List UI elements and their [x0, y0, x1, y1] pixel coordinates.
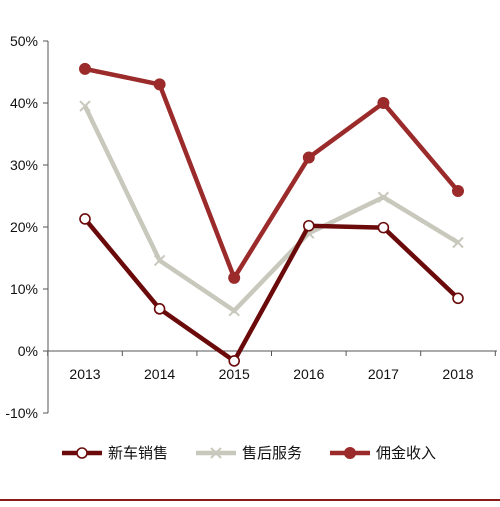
data-point	[79, 100, 91, 112]
legend-label: 售后服务	[242, 445, 302, 462]
data-point	[377, 97, 390, 109]
x-tick-label: 2015	[219, 366, 250, 382]
y-tick-label: 30%	[10, 157, 38, 173]
x-tick-label: 2016	[293, 366, 324, 382]
series-layer	[79, 62, 464, 367]
legend-item: 新车销售	[62, 445, 168, 462]
legend-marker	[344, 447, 356, 459]
y-tick-label: 0%	[18, 343, 38, 359]
x-tick-label: 2018	[442, 366, 473, 382]
x-tick-label: 2014	[144, 366, 175, 382]
data-point	[228, 304, 240, 317]
data-point	[153, 78, 166, 91]
series-1	[79, 213, 464, 367]
data-point	[79, 62, 91, 75]
legend-item: 佣金收入	[330, 445, 436, 462]
data-point	[377, 221, 390, 234]
series-line	[84, 66, 460, 283]
series-3	[79, 62, 464, 284]
legend-marker	[210, 447, 222, 459]
legend-marker	[76, 447, 88, 459]
data-point	[452, 292, 464, 305]
y-tick-label: 50%	[10, 33, 38, 49]
data-point	[228, 271, 241, 284]
legend-label: 新车销售	[108, 445, 168, 462]
data-point	[452, 236, 464, 249]
data-point	[79, 213, 91, 225]
y-tick-label: 20%	[10, 219, 38, 235]
data-point	[153, 254, 166, 267]
data-point	[452, 185, 464, 198]
legend: 新车销售 售后服务 佣金收入	[62, 445, 436, 462]
series-line	[82, 105, 460, 314]
series-line	[83, 217, 460, 365]
y-tick-label: 10%	[10, 281, 38, 297]
x-tick-label: 2017	[368, 366, 399, 382]
data-point	[302, 219, 315, 232]
axes: 50% 40% 30% 20% 10% 0% -10% 2013 2014 2015 2016 201…	[5, 33, 497, 421]
legend-label: 佣金收入	[376, 445, 436, 462]
data-point	[228, 355, 240, 367]
data-point	[377, 191, 390, 203]
data-point	[153, 303, 166, 315]
y-tick-label: -10%	[5, 405, 38, 421]
legend-item: 售后服务	[196, 445, 302, 462]
data-point	[302, 151, 315, 164]
x-tick-label: 2013	[69, 366, 100, 382]
y-tick-label: 40%	[10, 95, 38, 111]
